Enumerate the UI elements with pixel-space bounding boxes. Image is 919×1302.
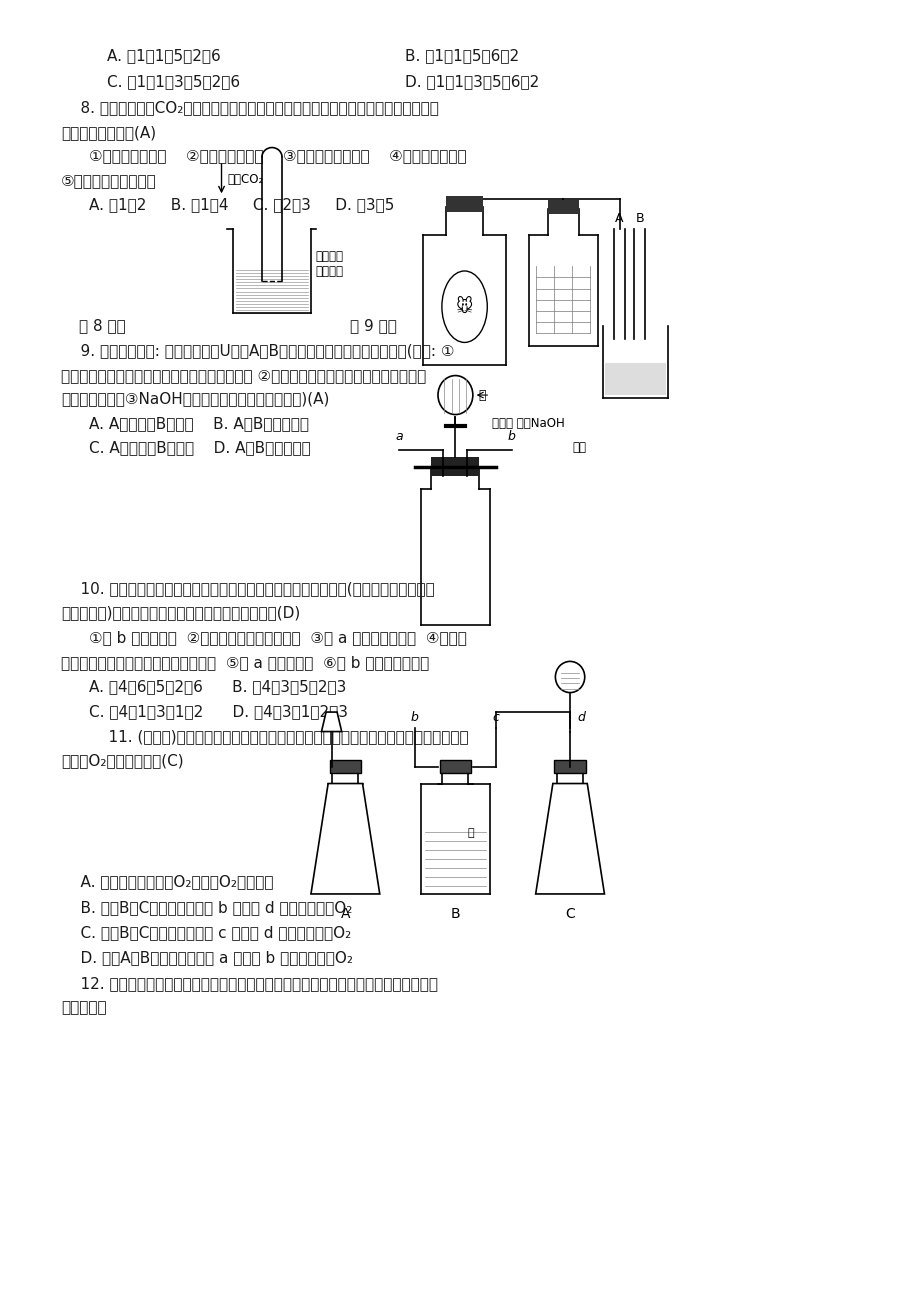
Text: 🐭: 🐭 [456,298,472,315]
Text: D. 〴1〵1〵3〵5〵6〵2: D. 〴1〵1〵3〵5〵6〵2 [404,74,539,89]
Text: 小白鼠 足量NaOH: 小白鼠 足量NaOH [492,417,564,430]
Text: 第 8 题图: 第 8 题图 [79,319,126,333]
Text: A. 〼1〼2     B. 〼1〼4     C. 〼2〼3     D. 〼3〼5: A. 〼1〼2 B. 〼1〼4 C. 〼2〼3 D. 〼3〼5 [88,198,393,212]
Text: 10. 某同学用如图所示装置进行实验，验证二氧化碳能与水反应(已知氮气的密度小于: 10. 某同学用如图所示装置进行实验，验证二氧化碳能与水反应(已知氮气的密度小于 [61,581,435,596]
Text: A: A [615,212,623,225]
Text: B: B [450,907,460,921]
Bar [446,197,482,212]
Text: 实验装置足以维持实验过程中小白鼠的生命活动 ②瓶口密封且忽略水蒸气和温度变化对实: 实验装置足以维持实验过程中小白鼠的生命活动 ②瓶口密封且忽略水蒸气和温度变化对实 [61,367,425,383]
Text: a: a [395,430,403,443]
Text: c: c [492,711,499,724]
Text: C. 〴1〵1〵3〵5〵2〵6: C. 〴1〵1〵3〵5〵2〵6 [107,74,240,89]
Polygon shape [311,784,380,894]
Text: a: a [327,715,335,728]
Text: B. 选择B、C两种装置，导管 b 接导管 d 可收集到一瓶O₂: B. 选择B、C两种装置，导管 b 接导管 d 可收集到一瓶O₂ [61,901,352,915]
Text: 现象描述正确的是(A): 现象描述正确的是(A) [61,125,156,139]
Bar [547,201,578,215]
Text: 滴入紫色
石蕊的水: 滴入紫色 石蕊的水 [315,250,343,277]
Text: 集一瓶O₂。你认为小张(C): 集一瓶O₂。你认为小张(C) [61,754,184,768]
Text: d: d [577,711,584,724]
Text: C: C [564,907,574,921]
Ellipse shape [437,375,472,414]
Bar [329,760,361,773]
Text: 9. 根据图来回答: 经数小时后，U形管A、B两处的液面会出现下列哪种情况(假设: ①: 9. 根据图来回答: 经数小时后，U形管A、B两处的液面会出现下列哪种情况(假设… [61,344,454,358]
Polygon shape [321,712,341,732]
Text: A: A [340,907,350,921]
Text: 比较分析。: 比较分析。 [61,1000,107,1016]
Bar [553,760,585,773]
Bar [431,457,479,475]
Bar [439,760,471,773]
Text: D. 选择A、B两种装置，导管 a 接导管 b 可收集到一瓶O₂: D. 选择A、B两种装置，导管 a 接导管 b 可收集到一瓶O₂ [61,950,353,965]
Text: 水: 水 [467,828,473,838]
Text: 第 9 题图: 第 9 题图 [349,319,396,333]
Text: A. A处上升，B处下降    B. A、B两处都下降: A. A处上升，B处下降 B. A、B两处都下降 [88,415,308,431]
Polygon shape [535,784,604,894]
Text: ①试管内液面上升    ②试管内溶液变红    ③试管内液面不上升    ④试管内溶液变蓝: ①试管内液面上升 ②试管内溶液变红 ③试管内液面不上升 ④试管内溶液变蓝 [88,148,466,163]
Ellipse shape [441,271,487,342]
Text: 11. (原创题)小张用足量的双氧水和二氧化锄反应，并尝试利用下图所示装置制取和收: 11. (原创题)小张用足量的双氧水和二氧化锄反应，并尝试利用下图所示装置制取和… [88,729,468,743]
Text: b: b [507,430,515,443]
Text: C. 选择B、C两种装置，导管 c 接导管 d 可收集到一瓶O₂: C. 选择B、C两种装置，导管 c 接导管 d 可收集到一瓶O₂ [61,926,351,940]
Text: C. 〴4〴1〴3〴1〴2      D. 〴4〴3〴1〴2〴3: C. 〴4〴1〴3〴1〴2 D. 〴4〴3〴1〴2〴3 [88,704,347,719]
Text: A. 〴1〵1〵5〵2〵6: A. 〴1〵1〵5〵2〵6 [107,48,221,64]
Text: 12. 小明和小红利用下图装置，以碳酸馒和稀盐酸为原料来制取二氧化碳气体，并进行: 12. 小明和小红利用下图装置，以碳酸馒和稀盐酸为原料来制取二氧化碳气体，并进行 [61,975,437,991]
Bar [605,363,665,395]
Text: C. A处下降，B处上升    D. A、B两处都不变: C. A处下降，B处上升 D. A、B两处都不变 [88,440,310,456]
Text: ①从 b 端通入氮气  ②从分液漏斗中滴加适量水  ③从 a 端通入二氧化碳  ④将石蕊: ①从 b 端通入氮气 ②从分液漏斗中滴加适量水 ③从 a 端通入二氧化碳 ④将石… [88,630,466,646]
Text: b: b [411,711,418,724]
Text: ⑤试管内溶液颜色不变: ⑤试管内溶液颜色不变 [61,173,156,187]
Ellipse shape [555,661,584,693]
Text: 溶液: 溶液 [572,440,585,453]
Text: 充满CO₂: 充满CO₂ [227,173,263,186]
Text: 溶液染成紫色的干燥纸花放入广口瓶中  ⑤从 a 端通入氮气  ⑥从 b 端通入二氧化碳: 溶液染成紫色的干燥纸花放入广口瓶中 ⑤从 a 端通入氮气 ⑥从 b 端通入二氧化… [61,655,429,671]
Text: B: B [635,212,643,225]
Text: A. 不可能收集到一瓶O₂，因为O₂可溶于水: A. 不可能收集到一瓶O₂，因为O₂可溶于水 [61,875,273,889]
Text: 验结果的影响；③NaOH溶液可完全吸收二氧化碳气体)(A): 验结果的影响；③NaOH溶液可完全吸收二氧化碳气体)(A) [61,391,329,406]
Text: 8. 如图，将充满CO₂的试管倒扣在滴有紫色石蕨的蕊馏水中，一段时间后，下列实验: 8. 如图，将充满CO₂的试管倒扣在滴有紫色石蕨的蕊馏水中，一段时间后，下列实验 [61,100,438,115]
Text: A. 〴4〴6〴5〴2〴6      B. 〴4〴3〴5〴2〴3: A. 〴4〴6〴5〴2〴6 B. 〴4〴3〴5〴2〴3 [88,680,346,694]
Text: 空气的密度)，操作为：其中实验操作顺序最合理的是(D): 空气的密度)，操作为：其中实验操作顺序最合理的是(D) [61,605,300,621]
Text: 水: 水 [478,388,485,401]
Text: B. 〴1〵1〵5〵6〵2: B. 〴1〵1〵5〵6〵2 [404,48,518,64]
